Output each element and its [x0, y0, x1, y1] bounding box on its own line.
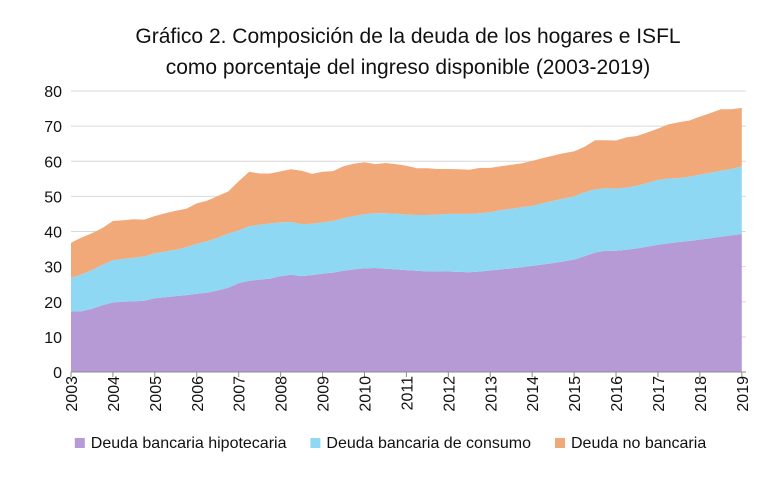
legend-swatch [555, 438, 565, 448]
y-tick-label: 0 [53, 365, 62, 382]
x-tick-label: 2017 [651, 376, 668, 412]
legend-swatch [74, 438, 85, 448]
x-tick-label: 2005 [148, 376, 165, 412]
chart-title-line-1: Gráfico 2. Composición de la deuda de lo… [135, 25, 680, 48]
axes: 0 10 20 30 40 50 60 70 80 2003 2004 2005 2006 2007 200… [44, 84, 752, 412]
legend-swatch [310, 438, 321, 448]
x-tick-label: 2013 [483, 376, 500, 412]
x-tick-label: 2018 [693, 376, 710, 412]
legend-label: Deuda bancaria hipotecaria [91, 435, 287, 452]
x-tick-label: 2012 [441, 376, 458, 412]
legend: Deuda bancaria hipotecaria Deuda bancaria… [74, 435, 706, 452]
x-tick-label: 2019 [735, 376, 752, 412]
x-tick-label: 2004 [106, 376, 123, 412]
y-tick-label: 50 [44, 189, 62, 206]
plot-area [71, 107, 742, 372]
x-tick-label: 2014 [525, 376, 542, 412]
legend-item-1: Deuda bancaria hipotecaria [74, 435, 287, 452]
x-tick-label: 2008 [274, 376, 291, 412]
x-tick-label: 2006 [190, 376, 207, 412]
x-tick-label: 2015 [567, 376, 584, 412]
chart-title: Gráfico 2. Composición de la deuda de lo… [135, 25, 680, 79]
x-tick-label: 2016 [609, 376, 626, 412]
y-tick-label: 30 [44, 260, 62, 277]
area-series-2 [71, 166, 742, 312]
legend-label: Deuda no bancaria [571, 435, 706, 452]
x-tick-label: 2003 [64, 376, 81, 412]
y-tick-label: 20 [44, 295, 62, 312]
y-tick-label: 80 [44, 84, 62, 101]
area-series-1 [71, 234, 742, 372]
area-series-3 [71, 107, 742, 278]
legend-label: Deuda bancaria de consumo [326, 435, 531, 452]
x-tick-label: 2010 [358, 376, 375, 412]
y-tick-label: 60 [44, 154, 62, 171]
y-tick-label: 70 [44, 119, 62, 136]
legend-item-2: Deuda bancaria de consumo [310, 435, 531, 452]
x-tick-label: 2011 [399, 376, 416, 411]
y-tick-label: 10 [44, 330, 62, 347]
y-tick-label: 40 [44, 225, 62, 242]
x-tick-label: 2007 [232, 376, 249, 412]
chart-title-line-2: como porcentaje del ingreso disponible (… [166, 56, 650, 79]
x-tick-label: 2009 [316, 376, 333, 412]
legend-item-3: Deuda no bancaria [555, 435, 706, 452]
